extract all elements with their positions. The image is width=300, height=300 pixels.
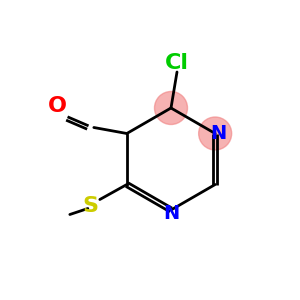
Text: O: O: [48, 97, 67, 116]
Text: Cl: Cl: [165, 53, 189, 73]
Text: N: N: [163, 203, 179, 223]
Circle shape: [154, 92, 188, 124]
Text: N: N: [210, 124, 226, 143]
Circle shape: [199, 117, 232, 150]
Text: S: S: [83, 196, 99, 215]
